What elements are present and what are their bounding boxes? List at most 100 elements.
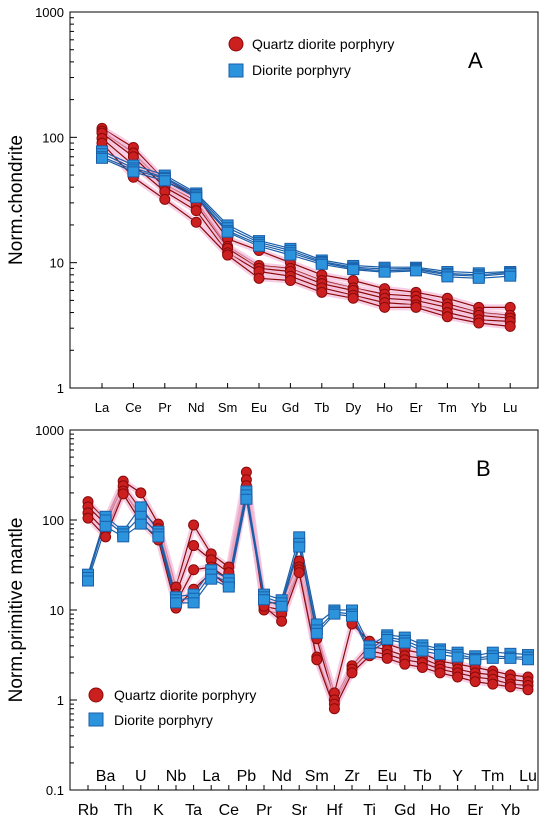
- legend-diorite-marker: [88, 712, 104, 727]
- quartz-diorite-point: [504, 681, 516, 693]
- diorite-point: [253, 240, 265, 252]
- diorite-point: [158, 175, 171, 187]
- panel-b-y-axis-title: Norm.primitive mantle: [6, 518, 27, 703]
- legend-diorite-label: Diorite porphyry: [252, 62, 351, 78]
- legend-quartz-label: Quartz diorite porphyry: [252, 36, 394, 52]
- quartz-diorite-point: [473, 317, 485, 329]
- x-tick-label-gd: Gd: [394, 802, 415, 819]
- quartz-diorite-point: [469, 676, 481, 688]
- quartz-diorite-point: [410, 301, 422, 313]
- diorite-point: [378, 266, 391, 278]
- diorite-point: [222, 581, 235, 593]
- y-tick-label: 1000: [35, 423, 64, 438]
- diorite-point: [96, 152, 108, 164]
- x-tick-label-tm: Tm: [438, 400, 457, 415]
- quartz-diorite-point: [381, 652, 393, 664]
- x-tick-label-ho: Ho: [376, 400, 393, 415]
- x-tick-label-hf: Hf: [326, 802, 343, 819]
- quartz-diorite-point: [399, 658, 411, 670]
- x-tick-label-y: Y: [452, 768, 463, 785]
- x-tick-label-la: La: [202, 768, 220, 785]
- quartz-diorite-point: [188, 519, 200, 531]
- quartz-diorite-point: [379, 301, 391, 313]
- quartz-diorite-series-line: [101, 132, 511, 319]
- quartz-diorite-point: [159, 193, 171, 205]
- legend-quartz-label: Quartz diorite porphyry: [114, 687, 256, 703]
- diorite-point: [398, 637, 411, 649]
- panel-b-legend: Quartz diorite porphyry Diorite porphyry: [88, 687, 256, 728]
- x-tick-label-nd: Nd: [271, 768, 291, 785]
- diorite-point: [284, 249, 297, 261]
- x-tick-label-pb: Pb: [237, 768, 257, 785]
- x-tick-label-eu: Eu: [251, 400, 267, 415]
- quartz-diorite-point: [487, 678, 499, 690]
- x-tick-label-u: U: [135, 768, 147, 785]
- diorite-point: [240, 493, 253, 505]
- quartz-diorite-point: [188, 564, 200, 576]
- quartz-diorite-point: [311, 654, 323, 666]
- panel-a-legend: Quartz diorite porphyry Diorite porphyry: [228, 36, 394, 78]
- x-tick-label-eu: Eu: [377, 768, 397, 785]
- diorite-point: [381, 634, 394, 646]
- y-tick-label: 1: [57, 693, 64, 708]
- quartz-diorite-point: [416, 661, 428, 673]
- diorite-point: [221, 226, 234, 238]
- diorite-point: [293, 541, 306, 553]
- quartz-diorite-point: [190, 216, 202, 228]
- x-tick-label-dy: Dy: [345, 400, 361, 415]
- diorite-point: [486, 652, 499, 664]
- diorite-point: [504, 270, 517, 282]
- x-tick-label-lu: Lu: [503, 400, 517, 415]
- diorite-point: [134, 518, 147, 530]
- panel-a-ticks: [70, 11, 511, 389]
- quartz-diorite-point: [441, 311, 453, 323]
- x-tick-label-ce: Ce: [219, 802, 240, 819]
- x-tick-label-rb: Rb: [78, 802, 99, 819]
- diorite-point: [134, 501, 147, 513]
- diorite-point: [504, 652, 517, 664]
- diorite-point: [152, 531, 165, 543]
- x-tick-label-tb: Tb: [314, 400, 329, 415]
- x-tick-label-tb: Tb: [413, 768, 432, 785]
- diorite-point: [82, 575, 94, 587]
- diorite-point: [275, 600, 288, 612]
- quartz-diorite-point: [82, 512, 94, 524]
- x-tick-label-th: Th: [114, 802, 133, 819]
- x-tick-label-k: K: [153, 802, 164, 819]
- panel-b-ticks: [70, 429, 529, 791]
- panel-a-x-tick-labels: La Ce Pr Nd Sm Eu Gd Tb Dy Ho Er Tm Yb Lu: [95, 400, 518, 415]
- quartz-diorite-point: [188, 540, 200, 552]
- x-tick-label-ti: Ti: [363, 802, 376, 819]
- series-halo: [100, 130, 511, 322]
- quartz-diorite-point: [434, 667, 446, 679]
- quartz-diorite-point: [135, 487, 147, 499]
- x-tick-label-yb: Yb: [471, 400, 487, 415]
- y-tick-label: 100: [42, 130, 64, 145]
- panel-a-y-tick-labels: 1 10 100 1000: [35, 5, 64, 396]
- x-tick-label-nd: Nd: [188, 400, 205, 415]
- legend-diorite-label: Diorite porphyry: [114, 712, 213, 728]
- y-tick-label: 10: [50, 603, 64, 618]
- diorite-point: [410, 265, 422, 277]
- quartz-diorite-point: [100, 531, 112, 543]
- panel-b-label: B: [476, 456, 491, 481]
- diorite-point: [451, 651, 464, 663]
- x-tick-label-sm: Sm: [218, 400, 238, 415]
- x-tick-label-la: La: [95, 400, 110, 415]
- diorite-point: [363, 647, 376, 659]
- diorite-point: [205, 573, 218, 585]
- diorite-point: [258, 594, 270, 606]
- panel-a-frame: [69, 11, 539, 389]
- quartz-diorite-point: [253, 272, 265, 284]
- diorite-point: [472, 272, 485, 284]
- quartz-diorite-point: [328, 703, 340, 715]
- x-tick-label-er: Er: [410, 400, 424, 415]
- diorite-point: [434, 649, 446, 661]
- x-tick-label-gd: Gd: [282, 400, 299, 415]
- diorite-point: [127, 166, 140, 178]
- quartz-diorite-point: [522, 684, 534, 696]
- quartz-diorite-point: [452, 671, 464, 683]
